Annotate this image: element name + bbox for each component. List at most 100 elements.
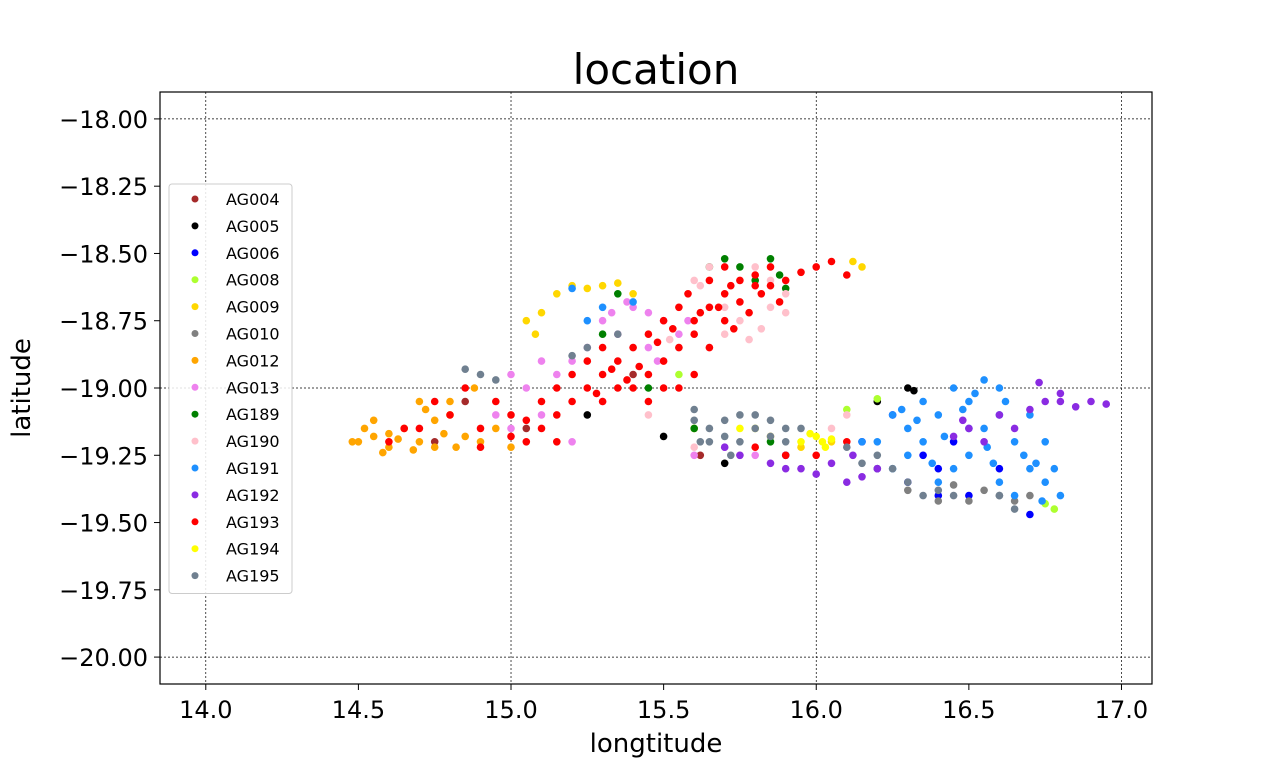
legend-marker bbox=[191, 222, 199, 230]
data-point bbox=[1026, 491, 1034, 500]
legend-item-ag192: AG192 bbox=[191, 486, 280, 505]
data-point bbox=[659, 432, 668, 441]
legend-marker bbox=[191, 383, 199, 391]
data-point bbox=[821, 443, 830, 452]
data-point bbox=[827, 435, 836, 443]
data-point bbox=[919, 451, 927, 460]
data-point bbox=[1026, 464, 1034, 473]
data-point bbox=[598, 303, 607, 312]
data-point bbox=[522, 316, 531, 325]
legend-label: AG013 bbox=[226, 378, 280, 397]
data-point bbox=[904, 478, 912, 487]
data-point bbox=[843, 271, 851, 279]
chart-title: location bbox=[573, 45, 740, 94]
data-point bbox=[659, 357, 668, 365]
data-point bbox=[766, 263, 775, 271]
data-point bbox=[522, 416, 531, 425]
data-point bbox=[812, 432, 820, 441]
data-point bbox=[568, 438, 576, 446]
data-point bbox=[781, 284, 790, 293]
data-point bbox=[690, 451, 698, 460]
x-tick-label: 14.5 bbox=[332, 696, 385, 724]
data-point bbox=[797, 443, 805, 452]
legend-label: AG193 bbox=[226, 513, 280, 532]
data-point bbox=[1056, 397, 1065, 406]
data-point bbox=[1102, 400, 1110, 408]
data-point bbox=[858, 438, 866, 446]
data-point bbox=[385, 438, 393, 446]
data-point bbox=[690, 443, 698, 452]
data-point bbox=[888, 411, 897, 419]
legend-marker bbox=[191, 491, 199, 499]
legend-marker bbox=[191, 356, 199, 364]
data-point bbox=[598, 316, 607, 325]
data-point bbox=[583, 411, 592, 419]
series-ag012 bbox=[348, 384, 515, 457]
data-point bbox=[980, 376, 988, 384]
data-point bbox=[965, 491, 973, 500]
y-tick-label: −18.50 bbox=[59, 240, 148, 268]
data-point bbox=[1026, 411, 1034, 419]
data-point bbox=[705, 303, 714, 312]
data-point bbox=[568, 351, 576, 360]
ticks-layer: 14.0 14.5 15.0 15.5 16.0 16.5 17.0 −18.00 −18.25… bbox=[59, 106, 1148, 724]
data-point bbox=[360, 424, 369, 433]
data-point bbox=[684, 290, 692, 298]
data-point bbox=[1041, 397, 1049, 406]
data-point bbox=[583, 384, 592, 392]
data-point bbox=[675, 330, 683, 339]
data-point bbox=[537, 357, 546, 365]
data-point bbox=[598, 343, 607, 352]
series-ag004 bbox=[430, 370, 705, 460]
y-axis-label: latitude bbox=[7, 338, 37, 438]
data-point bbox=[995, 384, 1004, 392]
x-tick-label: 15.5 bbox=[637, 696, 690, 724]
data-point bbox=[720, 263, 729, 271]
data-point bbox=[720, 316, 729, 325]
legend-label: AG009 bbox=[226, 298, 280, 317]
legend-frame bbox=[168, 183, 293, 594]
data-point bbox=[781, 438, 790, 446]
data-point bbox=[873, 395, 882, 403]
x-tick-label: 16.5 bbox=[942, 696, 995, 724]
legend-item-ag009: AG009 bbox=[191, 298, 280, 317]
data-point bbox=[1050, 505, 1059, 513]
data-point bbox=[644, 384, 653, 392]
data-point bbox=[492, 411, 500, 419]
data-point bbox=[775, 298, 784, 306]
data-point bbox=[653, 338, 662, 347]
data-point bbox=[1026, 510, 1034, 519]
legend-label: AG192 bbox=[226, 486, 280, 505]
data-point bbox=[553, 438, 561, 446]
legend-label: AG010 bbox=[226, 325, 280, 344]
data-point bbox=[675, 343, 683, 352]
data-point bbox=[971, 389, 979, 398]
data-point bbox=[736, 424, 744, 433]
data-point bbox=[775, 271, 784, 279]
data-point bbox=[751, 411, 759, 419]
data-point bbox=[430, 397, 439, 406]
legend-marker bbox=[191, 545, 199, 553]
data-point bbox=[696, 438, 705, 446]
data-point bbox=[1041, 478, 1049, 487]
y-tick-label: −19.00 bbox=[59, 375, 148, 403]
data-point bbox=[1050, 464, 1059, 473]
data-point bbox=[745, 308, 753, 317]
data-point bbox=[949, 491, 958, 500]
data-point bbox=[720, 254, 729, 263]
data-point bbox=[1020, 451, 1028, 460]
data-point bbox=[470, 384, 479, 392]
data-point bbox=[980, 486, 988, 495]
legend-marker bbox=[191, 195, 199, 203]
data-point bbox=[430, 438, 439, 446]
data-point bbox=[492, 397, 500, 406]
data-point bbox=[934, 464, 943, 473]
data-point bbox=[736, 263, 744, 271]
data-point bbox=[592, 389, 601, 398]
data-point bbox=[928, 459, 936, 468]
data-point bbox=[766, 432, 775, 441]
data-point bbox=[843, 443, 851, 452]
legend-label: AG008 bbox=[226, 271, 280, 290]
data-point bbox=[995, 478, 1004, 487]
